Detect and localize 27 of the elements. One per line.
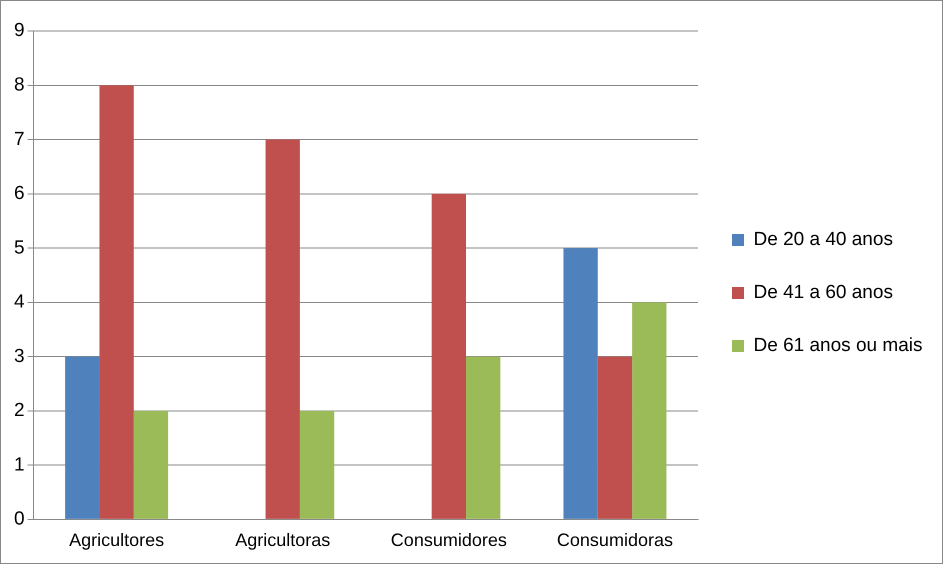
bar: [466, 356, 500, 519]
bar: [99, 85, 134, 519]
bar: [65, 356, 100, 519]
y-tick-label: 4: [14, 292, 25, 313]
y-tick-label: 1: [14, 454, 25, 476]
x-tick-label: Consumidoras: [556, 530, 673, 550]
y-tick-label: 0: [14, 508, 25, 530]
bar: [598, 356, 632, 519]
y-tick-label: 9: [14, 20, 25, 42]
y-tick-label: 2: [14, 400, 25, 422]
bar: [300, 410, 334, 519]
x-tick-label: Consumidores: [390, 530, 507, 550]
y-tick-label: 3: [14, 346, 25, 367]
bar: [134, 410, 168, 519]
legend-label: De 20 a 40 anos: [754, 229, 893, 250]
bar: [563, 248, 598, 519]
x-tick-label: Agricultores: [69, 530, 164, 550]
bar: [632, 302, 666, 519]
legend-label: De 41 a 60 anos: [754, 282, 893, 304]
y-tick-label: 8: [14, 74, 25, 96]
bar: [266, 140, 300, 519]
legend-label: De 61 anos ou mais: [754, 335, 922, 356]
y-tick-label: 7: [14, 128, 25, 150]
x-tick-label: Agricultoras: [235, 530, 330, 550]
bar: [432, 194, 466, 519]
y-tick-label: 5: [14, 237, 25, 258]
y-tick-label: 6: [14, 183, 25, 204]
